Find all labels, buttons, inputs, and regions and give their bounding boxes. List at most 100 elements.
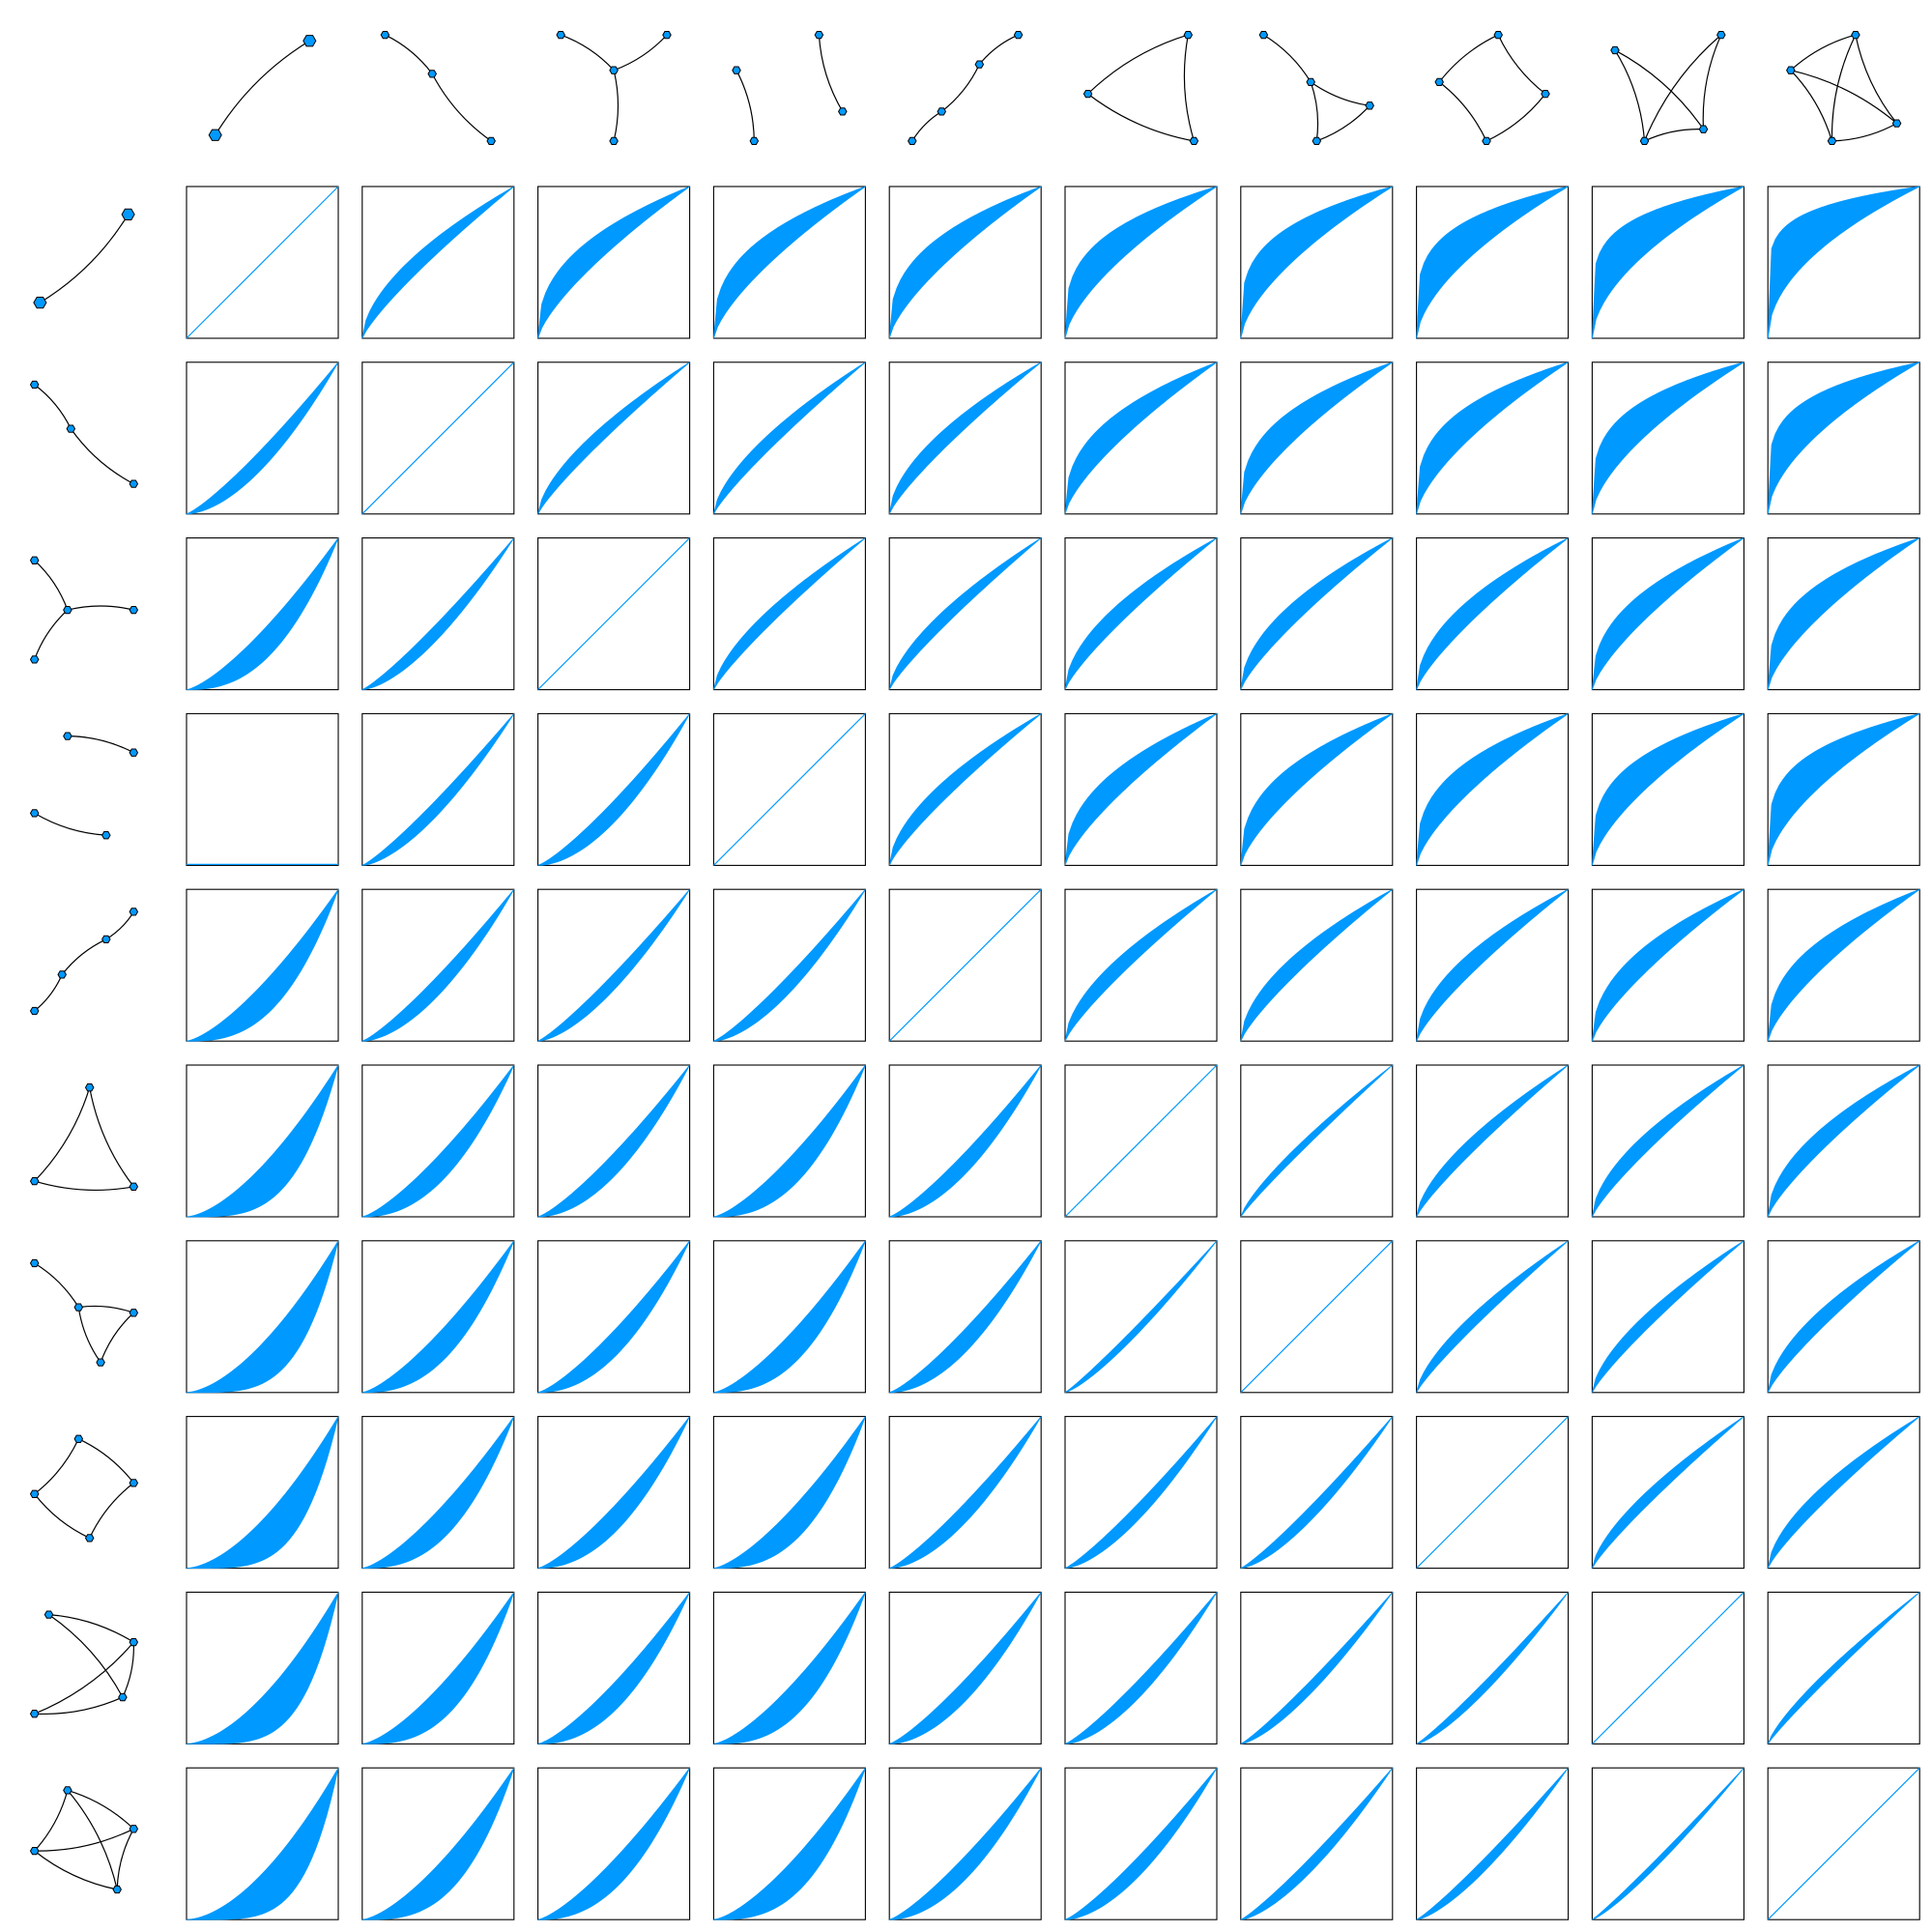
cell-frame — [712, 361, 866, 515]
row-graph-square — [29, 1434, 139, 1543]
graph-node — [29, 1710, 40, 1718]
cell-r4-c5 — [1064, 888, 1218, 1042]
cell-r8-c0 — [186, 1591, 339, 1745]
band-area — [186, 1416, 339, 1569]
cell-frame — [1591, 888, 1745, 1042]
cell-r3-c4 — [888, 712, 1042, 866]
band-area — [186, 1240, 339, 1394]
graph-edge — [735, 70, 755, 141]
band-area — [537, 888, 690, 1042]
band-area — [1592, 1064, 1745, 1218]
band-area — [186, 888, 339, 1042]
graph-edge — [100, 1312, 134, 1363]
cell-r7-c4 — [888, 1416, 1042, 1570]
row-graph-two-edges — [29, 732, 139, 840]
graph-edge — [34, 1493, 90, 1539]
graph-node — [129, 1309, 139, 1317]
cell-r7-c1 — [361, 1416, 515, 1570]
cell-r8-c9 — [1767, 1591, 1920, 1745]
band-area — [1767, 1416, 1920, 1569]
graph-node — [1306, 77, 1315, 87]
band-area — [713, 361, 866, 515]
band-area — [713, 1767, 866, 1920]
cell-r5-c4 — [888, 1064, 1042, 1218]
cell-frame — [1240, 888, 1394, 1042]
cell-frame — [888, 1591, 1042, 1745]
cell-r4-c1 — [361, 888, 515, 1042]
band-area — [1767, 361, 1920, 514]
cell-r9-c2 — [537, 1767, 691, 1920]
cell-r6-c5 — [1064, 1240, 1218, 1394]
graph-edge — [978, 34, 1019, 65]
band-area — [537, 186, 690, 339]
cell-frame — [1767, 888, 1920, 1042]
cell-frame — [361, 537, 515, 691]
cell-r6-c9 — [1767, 1240, 1920, 1394]
graph-edge — [1438, 34, 1499, 83]
cell-r5-c0 — [186, 1064, 339, 1218]
band-area — [537, 1064, 690, 1218]
plot-grid — [186, 186, 1920, 1920]
graph-edge — [40, 214, 130, 303]
band-area — [361, 537, 515, 690]
band-area — [1592, 1767, 1745, 1920]
cell-r5-c1 — [361, 1064, 515, 1218]
cell-frame — [888, 1416, 1042, 1570]
graph-node — [29, 655, 40, 664]
diagonal-line — [1064, 1064, 1218, 1218]
band-area — [713, 537, 866, 690]
graph-node — [1189, 136, 1199, 146]
graph-node — [1493, 30, 1503, 40]
band-area — [537, 1592, 690, 1745]
graph-node — [84, 1534, 95, 1543]
row-graph-triangle — [29, 1083, 139, 1192]
graph-edge — [34, 560, 69, 611]
graph-node — [609, 136, 619, 146]
graph-node — [96, 1358, 105, 1367]
graph-edge — [34, 974, 63, 1012]
column-graph-square — [1434, 30, 1550, 146]
cell-frame — [1064, 1767, 1218, 1920]
cell-frame — [537, 186, 691, 339]
graph-edge — [1438, 81, 1487, 142]
column-graph-two-edges — [732, 30, 848, 146]
graph-edge — [911, 110, 942, 142]
graph-node — [101, 935, 111, 944]
cell-r0-c3 — [712, 186, 866, 339]
graph-edge — [61, 938, 107, 975]
cell-r4-c3 — [712, 888, 866, 1042]
cell-r7-c3 — [712, 1416, 866, 1570]
cell-r6-c4 — [888, 1240, 1042, 1394]
cell-frame — [537, 1591, 691, 1745]
band-area — [1767, 186, 1920, 339]
graph-node — [63, 732, 72, 740]
column-graph-star-3 — [556, 30, 672, 146]
cell-r4-c2 — [537, 888, 691, 1042]
cell-r1-c8 — [1591, 361, 1745, 515]
row-graph-square-crossed — [29, 1610, 139, 1718]
graph-edge — [560, 34, 615, 72]
graph-edge — [1790, 34, 1857, 72]
graph-edge — [1831, 34, 1857, 141]
band-area — [1240, 1416, 1394, 1569]
cell-r1-c4 — [888, 361, 1042, 515]
band-area — [1416, 1064, 1569, 1218]
diagonal-line — [888, 888, 1042, 1042]
row-graph-paw — [29, 1258, 139, 1367]
cell-frame — [537, 888, 691, 1042]
graph-edge — [613, 34, 668, 72]
graph-node — [43, 1610, 54, 1619]
cell-r8-c8 — [1591, 1591, 1745, 1745]
band-area — [1416, 888, 1569, 1042]
graph-node — [129, 1825, 139, 1833]
graph-node — [1716, 30, 1726, 40]
cell-r1-c3 — [712, 361, 866, 515]
cell-r1-c7 — [1416, 361, 1570, 515]
graph-edge — [1497, 34, 1546, 95]
band-area — [888, 361, 1042, 514]
band-area — [1064, 713, 1218, 866]
graph-node — [1434, 77, 1444, 87]
cell-r9-c5 — [1064, 1767, 1218, 1920]
cell-r7-c7 — [1416, 1416, 1570, 1570]
